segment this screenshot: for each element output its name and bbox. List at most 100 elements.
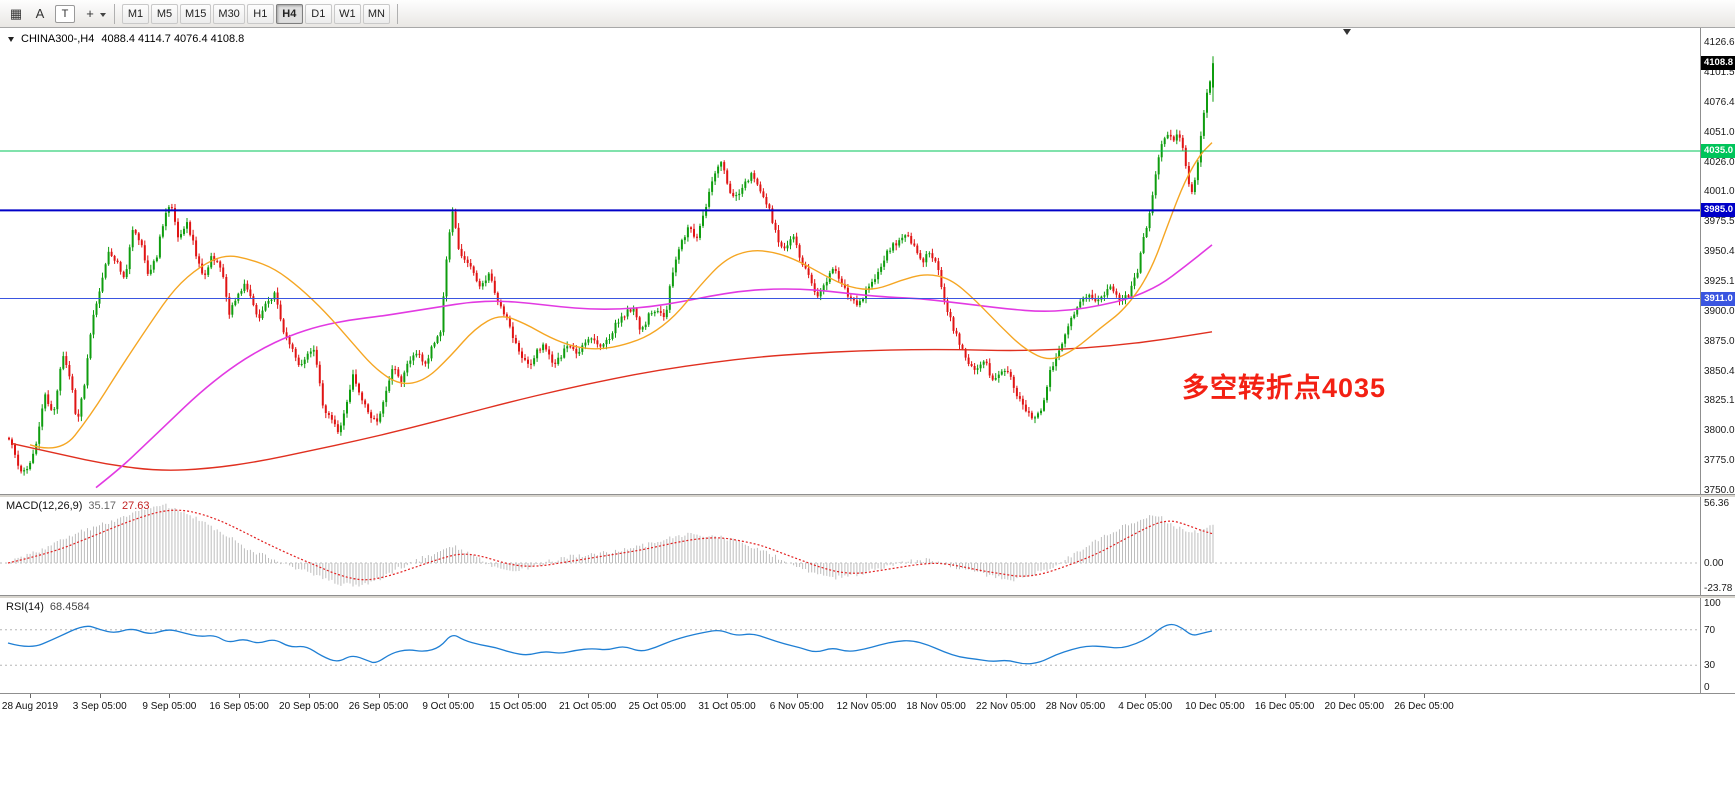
price-axis-label: 3950.4 [1704, 246, 1735, 258]
price-pane[interactable]: CHINA300-,H4 4088.4 4114.7 4076.4 4108.8… [0, 28, 1735, 494]
time-tick [448, 694, 450, 698]
timeframe-m30[interactable]: M30 [213, 3, 245, 24]
rsi-label: RSI(14) [6, 601, 44, 613]
timeframe-w1[interactable]: W1 [333, 3, 361, 24]
symbol-dropdown-icon[interactable] [8, 36, 14, 42]
price-axis-label: 4126.6 [1704, 37, 1735, 48]
price-axis-label: 4026.0 [1704, 156, 1735, 168]
time-axis-label: 3 Sep 05:00 [72, 701, 127, 712]
timeframe-m5[interactable]: M5 [151, 3, 178, 24]
time-tick [1145, 694, 1147, 698]
rsi-canvas[interactable] [0, 598, 1700, 693]
timeframe-group: M1 M5 M15 M30 H1 H4 D1 W1 MN [121, 3, 391, 24]
timeframe-d1[interactable]: D1 [304, 3, 332, 24]
time-tick [99, 694, 101, 698]
timeframe-m15[interactable]: M15 [180, 3, 212, 24]
rsi-title: RSI(14) 68.4584 [6, 601, 90, 613]
macd-label: MACD(12,26,9) [6, 500, 83, 512]
macd-pane[interactable]: MACD(12,26,9) 35.17 27.63 56.36 0.00 -23.7… [0, 497, 1735, 595]
price-axis-label: 3875.0 [1704, 335, 1735, 347]
price-level-badge: 3985.0 [1701, 203, 1735, 218]
time-axis-label: 16 Dec 05:00 [1254, 701, 1315, 712]
time-tick [936, 694, 938, 698]
time-axis-label: 9 Oct 05:00 [422, 701, 475, 712]
time-axis-label: 28 Aug 2019 [1, 701, 59, 712]
time-axis-label: 25 Oct 05:00 [628, 701, 686, 712]
top-toolbar: ▦ A T + M1 M5 M15 M30 H1 H4 D1 W1 MN [0, 0, 1735, 28]
price-axis-label: 3750.0 [1704, 485, 1735, 494]
timeframe-mn[interactable]: MN [362, 3, 390, 24]
time-tick [866, 694, 868, 698]
text-box-icon[interactable]: T [55, 4, 75, 23]
time-axis-label: 26 Sep 05:00 [348, 701, 409, 712]
time-tick [169, 694, 171, 698]
rsi-axis-label: 100 [1704, 598, 1721, 609]
time-tick [1284, 694, 1286, 698]
time-axis-label: 31 Oct 05:00 [698, 701, 756, 712]
price-axis-label: 3925.1 [1704, 275, 1735, 287]
time-axis-label: 10 Dec 05:00 [1185, 701, 1245, 712]
time-tick [378, 694, 380, 698]
price-axis[interactable]: 4126.6 4101.5 4076.4 4051.0 4026.0 4001.0 3975… [1700, 28, 1735, 494]
rsi-axis-label: 0 [1704, 682, 1710, 693]
rsi-line [7, 623, 1213, 665]
time-axis[interactable]: 28 Aug 2019 3 Sep 05:00 9 Sep 05:00 16 Sep … [0, 693, 1735, 717]
time-tick [1005, 694, 1007, 698]
window-bottom-area [0, 717, 1735, 793]
ma-mid-line [95, 244, 1213, 489]
rsi-value: 68.4584 [49, 601, 90, 613]
time-tick [30, 694, 31, 698]
time-tick [1354, 694, 1356, 698]
text-annotation: 多空转折点4035 [1182, 373, 1387, 403]
time-axis-label: 12 Nov 05:00 [836, 701, 897, 712]
symbol-name: CHINA300-,H4 [21, 33, 95, 45]
crosshair-icon[interactable]: + [86, 6, 94, 21]
price-axis-label: 4101.5 [1704, 66, 1735, 78]
macd-signal-line [7, 509, 1213, 581]
time-tick [796, 694, 798, 698]
price-axis-label: 4051.0 [1704, 126, 1735, 138]
ma-fast-line [29, 142, 1213, 449]
symbol-ohlc: 4088.4 4114.7 4076.4 4108.8 [101, 33, 245, 45]
time-tick [239, 694, 241, 698]
chart-title: CHINA300-,H4 4088.4 4114.7 4076.4 4108.8 [8, 33, 244, 45]
time-axis-label: 15 Oct 05:00 [489, 701, 547, 712]
price-axis-label: 3850.4 [1704, 365, 1735, 377]
time-axis-label: 26 Dec 05:00 [1394, 701, 1454, 712]
arrow-text-icon[interactable]: A [35, 6, 45, 21]
price-axis-label: 3800.0 [1704, 425, 1735, 437]
price-axis-label: 3775.0 [1704, 455, 1735, 467]
chart-window-icon[interactable]: ▦ [9, 5, 23, 21]
time-axis-label: 16 Sep 05:00 [209, 701, 269, 712]
chart-workspace: CHINA300-,H4 4088.4 4114.7 4076.4 4108.8… [0, 28, 1735, 793]
time-tick [1424, 694, 1425, 698]
time-axis-label: 20 Sep 05:00 [279, 701, 339, 712]
current-price-badge: 4108.8 [1701, 56, 1735, 71]
time-axis-label: 4 Dec 05:00 [1118, 701, 1173, 712]
pane-splitter[interactable] [0, 494, 1735, 497]
time-axis-label: 9 Sep 05:00 [142, 701, 197, 712]
macd-title: MACD(12,26,9) 35.17 27.63 [6, 500, 149, 512]
rsi-pane[interactable]: RSI(14) 68.4584 100 70 30 0 [0, 598, 1735, 693]
time-tick [308, 694, 310, 698]
timeframe-h4[interactable]: H4 [275, 3, 303, 24]
chart-shift-marker-icon[interactable] [1343, 29, 1351, 35]
price-chart-canvas[interactable] [0, 28, 1700, 494]
rsi-axis[interactable]: 100 70 30 0 [1700, 598, 1735, 693]
pane-splitter[interactable] [0, 595, 1735, 598]
chart-tools-group: ▦ A T + [4, 3, 102, 25]
time-axis-label: 21 Oct 05:00 [558, 701, 617, 712]
toolbar-separator [114, 3, 115, 24]
time-tick [657, 694, 659, 698]
rsi-axis-label: 70 [1704, 624, 1716, 636]
price-axis-label: 4001.0 [1704, 186, 1735, 198]
timeframe-m1[interactable]: M1 [122, 3, 149, 24]
macd-canvas[interactable] [0, 497, 1700, 595]
time-tick [1075, 694, 1077, 698]
timeframe-h1[interactable]: H1 [246, 3, 274, 24]
macd-signal-value: 27.63 [121, 500, 150, 512]
ma-slow-line [11, 331, 1213, 471]
price-level-badge: 3911.0 [1701, 291, 1735, 306]
macd-axis[interactable]: 56.36 0.00 -23.78 [1700, 497, 1735, 595]
chevron-down-icon[interactable] [100, 12, 106, 17]
